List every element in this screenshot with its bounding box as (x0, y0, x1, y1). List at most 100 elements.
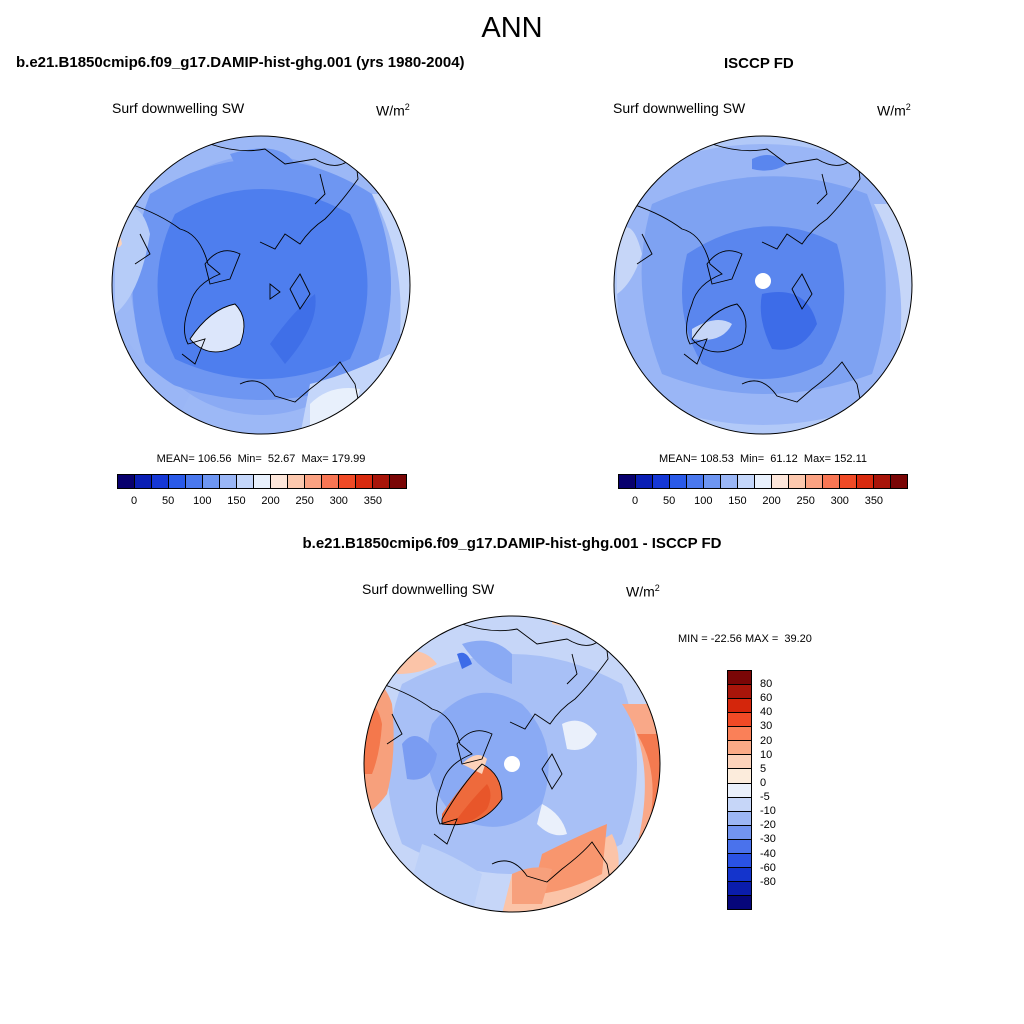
obs-panel-title: ISCCP FD (724, 55, 794, 72)
diff-colorbar (727, 670, 752, 910)
colorbar-tick-label: 350 (864, 495, 884, 507)
colorbar-cell (728, 769, 751, 784)
obs-colorbar (618, 474, 908, 489)
model-stats: MEAN= 106.56 Min= 52.67 Max= 179.99 (156, 453, 366, 465)
colorbar-cell (704, 475, 721, 488)
colorbar-tick-label: -5 (760, 791, 770, 804)
colorbar-cell (755, 475, 772, 488)
colorbar-tick-label: -40 (760, 847, 776, 860)
colorbar-cell (237, 475, 254, 488)
colorbar-tick-label: 0 (760, 776, 767, 789)
colorbar-cell (728, 811, 751, 826)
colorbar-cell (728, 825, 751, 840)
colorbar-cell (271, 475, 288, 488)
colorbar-tick-label: -30 (760, 833, 776, 846)
colorbar-tick-label: 300 (830, 495, 849, 507)
model-variable-label: Surf downwelling SW (112, 100, 245, 116)
colorbar-cell (728, 783, 751, 798)
colorbar-tick-label: 250 (796, 495, 815, 507)
colorbar-tick-label: 40 (760, 706, 773, 719)
colorbar-cell (670, 475, 687, 488)
colorbar-cell (687, 475, 704, 488)
diff-stats: MIN = -22.56 MAX = 39.20 (678, 633, 812, 645)
colorbar-tick-label: 50 (663, 495, 676, 507)
colorbar-tick-label: 250 (295, 495, 314, 507)
colorbar-tick-label: -80 (760, 875, 776, 888)
colorbar-cell (721, 475, 738, 488)
colorbar-cell (728, 727, 751, 742)
colorbar-tick-label: -10 (760, 805, 776, 818)
obs-colorbar-labels: 0 50 100 150 200 250 300 350 (618, 495, 908, 509)
colorbar-tick-label: 200 (261, 495, 280, 507)
colorbar-cell (186, 475, 203, 488)
colorbar-cell (288, 475, 305, 488)
colorbar-tick-label: 200 (762, 495, 781, 507)
colorbar-cell (728, 839, 751, 854)
colorbar-tick-label: -20 (760, 819, 776, 832)
colorbar-tick-label: 0 (631, 495, 639, 507)
colorbar-tick-label: 60 (760, 692, 773, 705)
colorbar-cell (728, 896, 751, 910)
model-colorbar-labels: 0 50 100 150 200 250 300 350 (117, 495, 407, 509)
colorbar-cell (874, 475, 891, 488)
diff-units-label: W/m2 (626, 583, 660, 600)
colorbar-cell (653, 475, 670, 488)
colorbar-cell (728, 867, 751, 882)
model-polar-map (111, 135, 411, 435)
colorbar-tick-label: 20 (760, 734, 773, 747)
colorbar-cell (823, 475, 840, 488)
colorbar-cell (891, 475, 907, 488)
colorbar-tick-label: 150 (728, 495, 747, 507)
colorbar-cell (728, 755, 751, 770)
colorbar-cell (806, 475, 823, 488)
colorbar-cell (738, 475, 755, 488)
colorbar-tick-label: 0 (130, 495, 138, 507)
colorbar-cell (254, 475, 271, 488)
model-panel-title: b.e21.B1850cmip6.f09_g17.DAMIP-hist-ghg.… (16, 54, 465, 71)
colorbar-cell (728, 699, 751, 714)
obs-variable-label: Surf downwelling SW (613, 100, 746, 116)
colorbar-cell (728, 853, 751, 868)
obs-stats: MEAN= 108.53 Min= 61.12 Max= 152.11 (658, 453, 867, 465)
diff-polar-map (363, 615, 661, 913)
colorbar-cell (135, 475, 152, 488)
colorbar-cell (118, 475, 135, 488)
colorbar-cell (390, 475, 406, 488)
colorbar-cell (857, 475, 874, 488)
colorbar-cell (220, 475, 237, 488)
colorbar-cell (728, 797, 751, 812)
colorbar-tick-label: 10 (760, 748, 773, 761)
obs-units-label: W/m2 (877, 102, 911, 119)
colorbar-tick-label: 100 (694, 495, 713, 507)
colorbar-cell (728, 671, 751, 686)
obs-polar-map (613, 135, 913, 435)
colorbar-cell (356, 475, 373, 488)
colorbar-cell (169, 475, 186, 488)
colorbar-cell (789, 475, 806, 488)
colorbar-cell (728, 741, 751, 756)
colorbar-tick-label: 350 (363, 495, 383, 507)
colorbar-tick-label: 80 (760, 678, 773, 691)
colorbar-cell (772, 475, 789, 488)
colorbar-tick-label: 150 (227, 495, 246, 507)
colorbar-cell (152, 475, 169, 488)
diff-panel-title: b.e21.B1850cmip6.f09_g17.DAMIP-hist-ghg.… (302, 535, 722, 552)
colorbar-cell (203, 475, 220, 488)
colorbar-cell (840, 475, 857, 488)
model-units-label: W/m2 (376, 102, 410, 119)
colorbar-cell (728, 713, 751, 728)
colorbar-cell (373, 475, 390, 488)
diff-variable-label: Surf downwelling SW (362, 581, 495, 597)
diff-colorbar-labels: 80 60 40 30 20 10 5 0 -5 -10 -20 -30 -40 -60 -80 (760, 670, 800, 910)
figure-title: ANN (481, 12, 543, 44)
colorbar-cell (619, 475, 636, 488)
colorbar-cell (339, 475, 356, 488)
colorbar-cell (728, 881, 751, 896)
colorbar-tick-label: 300 (329, 495, 348, 507)
colorbar-cell (728, 685, 751, 700)
colorbar-tick-label: 30 (760, 720, 773, 733)
colorbar-cell (305, 475, 322, 488)
colorbar-tick-label: -60 (760, 861, 776, 874)
model-colorbar (117, 474, 407, 489)
colorbar-tick-label: 50 (162, 495, 175, 507)
